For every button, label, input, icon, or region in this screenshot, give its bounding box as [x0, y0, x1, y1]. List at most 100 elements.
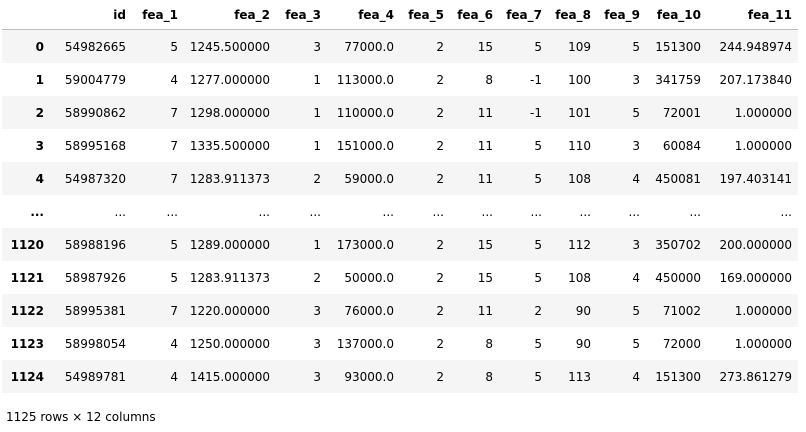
row-index: 4 — [35, 171, 44, 186]
table-cell: 90 — [575, 303, 591, 318]
table-row: 1120 58988196 5 1289.000000 1 173000.0 2 15 5 112… — [2, 228, 798, 261]
table-cell: 5 — [170, 237, 178, 252]
table-cell: 1289.000000 — [189, 237, 270, 252]
table-cell: ... — [258, 204, 270, 219]
table-cell: 58990862 — [64, 105, 126, 120]
table-cell: 273.861279 — [719, 369, 792, 384]
table-cell: ... — [579, 204, 591, 219]
table-cell: 58987926 — [64, 270, 126, 285]
table-cell: 15 — [477, 237, 493, 252]
table-cell: 2 — [436, 303, 444, 318]
table-cell: 71002 — [662, 303, 701, 318]
table-cell: 5 — [170, 270, 178, 285]
table-cell: ... — [628, 204, 640, 219]
table-cell: 5 — [534, 138, 542, 153]
table-cell: 2 — [436, 336, 444, 351]
table-cell: 2 — [436, 72, 444, 87]
table-cell: 3 — [313, 39, 321, 54]
table-cell: 1 — [313, 237, 321, 252]
table-body: 0 54982665 5 1245.500000 3 77000.0 2 15 5 109 5 151… — [2, 29, 798, 393]
table-row: 3 58995168 7 1335.500000 1 151000.0 2 11 5 110 3 60… — [2, 129, 798, 162]
table-cell: 72001 — [662, 105, 701, 120]
table-row: 1122 58995381 7 1220.000000 3 76000.0 2 11 2 90 5 7… — [2, 294, 798, 327]
table-cell: 2 — [313, 270, 321, 285]
row-index: 3 — [35, 138, 44, 153]
row-index: 1124 — [10, 369, 44, 384]
table-cell: 90 — [575, 336, 591, 351]
table-cell: 93000.0 — [344, 369, 394, 384]
table-cell: ... — [689, 204, 701, 219]
row-index: 1120 — [10, 237, 44, 252]
table-cell: 1415.000000 — [189, 369, 270, 384]
table-cell: 58988196 — [64, 237, 126, 252]
column-header: id — [50, 0, 132, 30]
row-index: 1121 — [10, 270, 44, 285]
table-cell: 341759 — [655, 72, 701, 87]
table-row: 0 54982665 5 1245.500000 3 77000.0 2 15 5 109 5 151… — [2, 29, 798, 63]
column-header: fea_9 — [597, 0, 646, 30]
table-cell: ... — [530, 204, 542, 219]
table-row: 1121 58987926 5 1283.911373 2 50000.0 2 15 5 108 4… — [2, 261, 798, 294]
table-cell: 450081 — [655, 171, 701, 186]
table-cell: 4 — [632, 171, 640, 186]
table-cell: 5 — [534, 39, 542, 54]
table-cell: 77000.0 — [344, 39, 394, 54]
table-cell: 3 — [313, 336, 321, 351]
column-header: fea_4 — [327, 0, 400, 30]
table-cell: ... — [309, 204, 321, 219]
row-index: 1 — [35, 72, 44, 87]
table-cell: 244.948974 — [719, 39, 792, 54]
table-cell: 2 — [313, 171, 321, 186]
table-cell: 1220.000000 — [189, 303, 270, 318]
table-cell: 11 — [477, 303, 493, 318]
table-cell: 197.403141 — [719, 171, 792, 186]
table-cell: 108 — [568, 171, 591, 186]
table-cell: 3 — [313, 369, 321, 384]
table-cell: 173000.0 — [336, 237, 394, 252]
table-cell: 54987320 — [64, 171, 126, 186]
table-cell: 11 — [477, 138, 493, 153]
table-cell: 2 — [436, 105, 444, 120]
row-index: 0 — [35, 39, 44, 54]
table-cell: 4 — [170, 369, 178, 384]
table-cell: 8 — [485, 369, 493, 384]
row-index: ... — [30, 204, 44, 219]
table-cell: 1245.500000 — [189, 39, 270, 54]
table-cell: 58995168 — [64, 138, 126, 153]
table-cell: 15 — [477, 39, 493, 54]
table-cell: 1283.911373 — [189, 171, 270, 186]
table-cell: 350702 — [655, 237, 701, 252]
table-cell: 2 — [436, 138, 444, 153]
table-cell: 59004779 — [64, 72, 126, 87]
table-cell: 5 — [534, 336, 542, 351]
table-cell: 151000.0 — [336, 138, 394, 153]
table-cell: 7 — [170, 105, 178, 120]
table-cell: 5 — [534, 270, 542, 285]
table-cell: 5 — [534, 369, 542, 384]
table-cell: 109 — [568, 39, 591, 54]
table-row: ....................................... — [2, 195, 798, 228]
dataframe-table: id fea_1 fea_2 fea_3 fea_4 fea_5 fea_6 fea_7 fea… — [2, 0, 798, 393]
table-cell: 58995381 — [64, 303, 126, 318]
table-cell: 2 — [436, 171, 444, 186]
table-cell: 60084 — [662, 138, 701, 153]
table-cell: 101 — [568, 105, 591, 120]
column-header: fea_5 — [400, 0, 450, 30]
table-cell: 2 — [436, 237, 444, 252]
table-cell: 4 — [632, 369, 640, 384]
table-cell: 112 — [568, 237, 591, 252]
table-cell: ... — [432, 204, 444, 219]
table-cell: 1.000000 — [734, 336, 792, 351]
table-cell: 1 — [313, 105, 321, 120]
table-row: 1123 58998054 4 1250.000000 3 137000.0 2 8 5 90 5 7… — [2, 327, 798, 360]
column-header: fea_2 — [184, 0, 276, 30]
table-cell: 169.000000 — [719, 270, 792, 285]
table-row: 1124 54989781 4 1415.000000 3 93000.0 2 8 5 113 4 1… — [2, 360, 798, 393]
table-cell: 2 — [436, 369, 444, 384]
table-cell: 5 — [534, 237, 542, 252]
table-cell: 1 — [313, 138, 321, 153]
table-cell: 11 — [477, 171, 493, 186]
table-cell: 3 — [632, 237, 640, 252]
table-cell: 450000 — [655, 270, 701, 285]
table-cell: 2 — [534, 303, 542, 318]
